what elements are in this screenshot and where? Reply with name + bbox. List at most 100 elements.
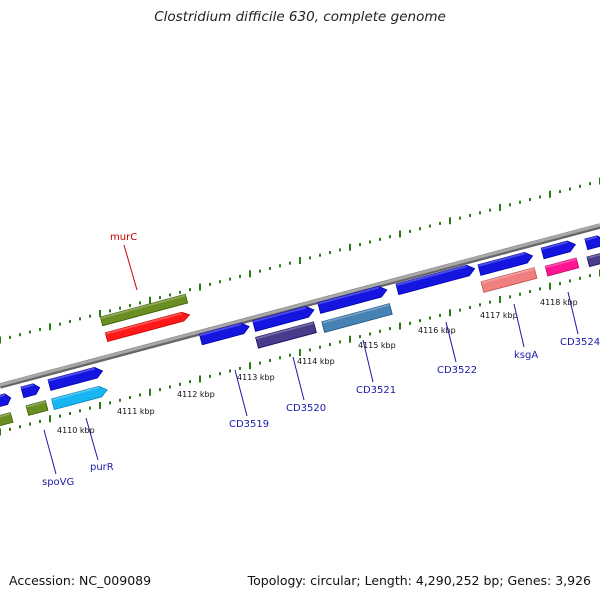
- inner-dot: [559, 282, 561, 286]
- outer-dot: [419, 227, 421, 231]
- cds-feature-9-shine: [584, 235, 598, 241]
- cds-feature-7: [477, 251, 534, 276]
- cds-feature-5-shine: [317, 286, 380, 305]
- tick-label: 4118 kbp: [540, 298, 578, 307]
- outer-dot: [59, 322, 61, 326]
- tick-label: 4114 kbp: [297, 357, 335, 366]
- outer-dot: [69, 319, 71, 323]
- purR-feature-shine: [51, 386, 100, 401]
- gene-label: CD3524: [560, 337, 600, 348]
- inner-dot: [259, 361, 261, 365]
- outer-dot: [139, 301, 141, 305]
- inner-dot: [419, 319, 421, 323]
- slate-feature: [586, 252, 600, 268]
- inner-dot: [279, 356, 281, 360]
- gene-label: spoVG: [42, 477, 74, 488]
- cds-feature-0-body: [0, 393, 12, 408]
- olive-feature-left: [0, 412, 14, 428]
- cds-feature-1-shine: [20, 383, 34, 389]
- gene-label: CD3522: [437, 365, 477, 376]
- ksgA-feature-body: [480, 267, 538, 293]
- murC-feature-shine: [100, 294, 186, 319]
- leader-line: [43, 429, 57, 475]
- cds-feature-9: [584, 235, 600, 251]
- outer-dot: [89, 314, 91, 318]
- outer-dot: [259, 269, 261, 273]
- olive-feature-left-shine: [0, 412, 11, 420]
- inner-dot: [439, 313, 441, 317]
- outer-dot: [329, 251, 331, 255]
- CD3521-feature-body: [321, 303, 393, 333]
- inner-dot: [499, 296, 501, 303]
- outer-dot: [549, 190, 551, 198]
- cds-feature-3: [198, 322, 250, 346]
- leader-line: [513, 303, 525, 348]
- genome-backbone: [0, 223, 600, 389]
- outer-dot: [559, 190, 561, 194]
- magenta-feature-shine: [545, 258, 577, 269]
- inner-dot: [459, 308, 461, 312]
- olive-feature-left-body: [0, 412, 14, 428]
- outer-dot: [399, 230, 401, 238]
- inner-dot: [519, 292, 521, 296]
- cds-feature-4-shine: [252, 306, 307, 323]
- leader-line: [292, 356, 305, 401]
- cds-feature-2-shine: [48, 367, 95, 382]
- gene-label: purR: [90, 462, 114, 473]
- outer-dot: [319, 253, 321, 257]
- tick-label: 4110 kbp: [57, 426, 95, 435]
- tick-label: 4115 kbp: [358, 341, 396, 350]
- gene-label: CD3519: [229, 419, 269, 430]
- cds-feature-1: [20, 383, 41, 399]
- outer-dot: [459, 216, 461, 220]
- ksgA-feature-shine: [481, 267, 535, 284]
- outer-dot: [269, 266, 271, 270]
- outer-dot: [449, 217, 451, 225]
- cds-feature-9-body: [584, 235, 600, 251]
- cds-feature-8-shine: [541, 241, 568, 251]
- magenta-feature: [544, 257, 580, 277]
- tick-label: 4117 kbp: [480, 311, 518, 320]
- outer-dot: [159, 296, 161, 300]
- cds-feature-2: [47, 366, 104, 391]
- outer-dot: [379, 237, 381, 241]
- inner-dot: [539, 287, 541, 291]
- inner-dot: [29, 422, 31, 426]
- red-feature: [104, 311, 191, 342]
- inner-dot: [239, 366, 241, 370]
- leader-line: [123, 244, 138, 291]
- inner-dot: [409, 321, 411, 325]
- spoVG-feature: [25, 400, 49, 416]
- inner-dot: [0, 428, 1, 436]
- outer-dot: [529, 198, 531, 202]
- cds-feature-5-body: [317, 286, 388, 314]
- inner-dot: [549, 282, 551, 290]
- inner-dot: [9, 427, 11, 431]
- inner-dot: [569, 279, 571, 283]
- tick-label: 4112 kbp: [177, 390, 215, 399]
- outer-dot: [19, 333, 21, 337]
- outer-dot: [119, 306, 121, 310]
- CD3521-feature-shine: [321, 303, 390, 324]
- outer-dot: [299, 257, 301, 264]
- outer-dot: [29, 330, 31, 334]
- purR-feature: [51, 385, 108, 411]
- outer-dot: [289, 261, 291, 265]
- outer-dot: [239, 274, 241, 278]
- gene-label: murC: [110, 232, 137, 243]
- cds-feature-6: [395, 264, 476, 296]
- murC-feature: [99, 293, 189, 327]
- outer-dot: [79, 317, 81, 321]
- inner-dot: [119, 398, 121, 402]
- outer-dot: [199, 283, 201, 291]
- inner-dot: [159, 388, 161, 392]
- accession-text: Accession: NC_009089: [9, 573, 152, 588]
- cds-feature-6-shine: [395, 265, 467, 286]
- outer-dot: [0, 336, 1, 344]
- slate-feature-body: [586, 252, 600, 268]
- backbone-line: [0, 223, 600, 387]
- outer-dot: [389, 235, 391, 239]
- cds-feature-7-body: [477, 251, 534, 276]
- outer-dot: [209, 282, 211, 286]
- outer-dot: [189, 288, 191, 292]
